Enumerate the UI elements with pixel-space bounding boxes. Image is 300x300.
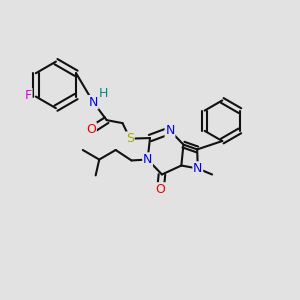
Text: H: H [99,87,108,101]
Text: O: O [86,123,96,136]
Text: N: N [88,96,98,109]
Text: S: S [126,132,134,145]
Text: N: N [143,153,152,166]
Text: F: F [25,88,32,102]
Text: O: O [155,183,165,196]
Text: N: N [193,162,203,175]
Text: N: N [165,124,175,137]
